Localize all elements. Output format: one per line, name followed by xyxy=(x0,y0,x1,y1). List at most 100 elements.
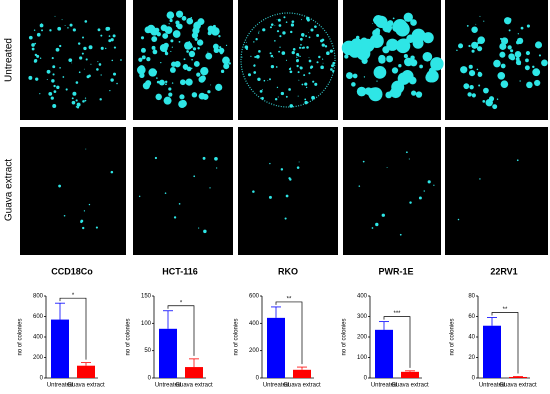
colony xyxy=(374,28,381,34)
colony-image xyxy=(133,127,233,255)
colony xyxy=(164,80,168,84)
colony xyxy=(368,87,383,102)
colony xyxy=(478,84,481,87)
colony xyxy=(371,23,373,24)
colony xyxy=(62,76,65,78)
colony xyxy=(220,69,225,74)
colony xyxy=(298,46,302,49)
colony xyxy=(355,35,360,40)
colony xyxy=(182,64,189,70)
colony xyxy=(306,16,310,21)
colony xyxy=(361,38,375,53)
colony xyxy=(194,37,198,41)
colony xyxy=(64,25,66,27)
x-tick-label: Untreated xyxy=(371,383,397,389)
colony xyxy=(321,58,324,60)
significance-label: ** xyxy=(503,307,508,313)
colony xyxy=(399,233,402,236)
colony xyxy=(299,55,301,58)
colony xyxy=(346,72,353,80)
colony xyxy=(291,20,295,24)
colony xyxy=(228,62,231,65)
x-tick-label: Untreated xyxy=(155,383,181,389)
colony xyxy=(82,100,85,103)
colony xyxy=(320,65,324,70)
colony xyxy=(206,67,208,69)
colony xyxy=(279,46,281,48)
colony xyxy=(98,63,102,66)
colony xyxy=(67,27,69,29)
colony xyxy=(308,31,310,33)
colony xyxy=(270,23,274,26)
colony xyxy=(111,59,114,62)
chart-title: RKO xyxy=(278,266,298,276)
colony xyxy=(116,82,118,85)
colony xyxy=(288,88,291,91)
colony xyxy=(507,45,512,50)
colony xyxy=(75,106,78,108)
colony xyxy=(296,166,300,169)
x-tick-label: Untreated xyxy=(47,383,73,389)
colony xyxy=(467,92,472,97)
colony xyxy=(63,214,66,217)
significance-bracket xyxy=(275,301,303,365)
colony xyxy=(302,35,304,38)
colony xyxy=(35,77,39,81)
y-tick-label: 0 xyxy=(364,376,368,382)
significance-label: ** xyxy=(287,297,292,303)
colony xyxy=(274,25,276,27)
colony xyxy=(500,63,506,69)
colony xyxy=(186,66,192,72)
bar xyxy=(375,329,393,378)
colony xyxy=(164,50,168,54)
colony xyxy=(499,42,507,50)
colony-image xyxy=(20,0,126,120)
colony xyxy=(209,27,213,30)
well-edge xyxy=(240,12,336,108)
colony xyxy=(56,85,60,90)
colony xyxy=(316,34,320,37)
bar xyxy=(185,367,203,378)
colony xyxy=(216,167,218,169)
bar xyxy=(483,325,501,378)
colony xyxy=(171,82,174,84)
x-tick-label: Guava extract xyxy=(391,383,429,389)
colony xyxy=(68,58,73,63)
colony xyxy=(244,45,249,49)
colony xyxy=(483,87,489,94)
colony xyxy=(381,213,385,217)
colony xyxy=(314,25,317,29)
colony xyxy=(39,93,41,95)
colony xyxy=(422,51,433,62)
colony xyxy=(200,67,209,76)
colony xyxy=(51,79,55,83)
x-tick-label: Guava extract xyxy=(283,383,321,389)
colony xyxy=(479,15,481,17)
colony xyxy=(207,51,209,53)
colony xyxy=(301,83,304,86)
colony xyxy=(179,79,186,86)
colony xyxy=(225,44,228,47)
y-tick-label: 150 xyxy=(141,294,152,300)
colony xyxy=(270,65,275,69)
colony xyxy=(110,38,114,42)
colony xyxy=(395,38,411,54)
colony xyxy=(71,62,73,64)
colony xyxy=(493,59,501,68)
colony xyxy=(285,194,289,198)
colony xyxy=(255,54,260,59)
colony xyxy=(82,36,85,39)
colony xyxy=(418,196,422,200)
colony xyxy=(274,97,278,101)
colony xyxy=(193,61,200,67)
colony xyxy=(138,57,143,62)
colony xyxy=(113,46,117,49)
colony xyxy=(61,19,63,21)
colony xyxy=(31,43,35,47)
colony xyxy=(97,28,101,32)
row-label: Untreated xyxy=(4,38,15,82)
colony xyxy=(520,26,524,30)
colony xyxy=(178,40,181,43)
y-tick-label: 600 xyxy=(33,314,44,320)
colony xyxy=(471,26,478,33)
